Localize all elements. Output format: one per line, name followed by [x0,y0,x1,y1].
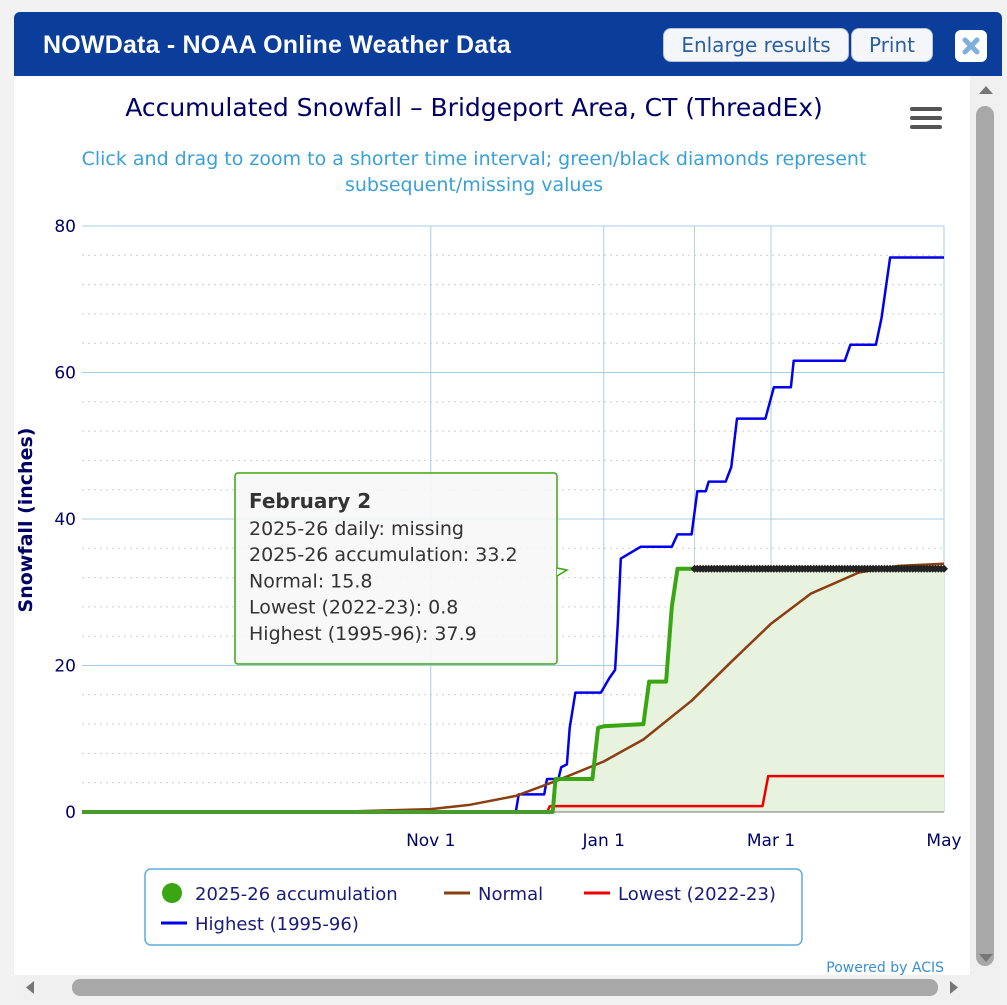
close-button[interactable] [955,30,987,62]
scroll-down-icon[interactable] [970,948,1002,968]
enlarge-results-button[interactable]: Enlarge results [663,28,849,62]
legend-label: Lowest (2022-23) [618,884,776,905]
legend-label: Normal [478,884,543,905]
x-tick-label: May [926,831,961,851]
app-title: NOWData - NOAA Online Weather Data [43,31,511,59]
scrollbar-corner [970,975,1002,1000]
horizontal-scroll-thumb[interactable] [72,979,938,996]
scroll-right-icon[interactable] [944,975,964,1000]
powered-by-acis-link[interactable]: Powered by ACIS [826,960,944,976]
x-axis-ticks: Nov 1 Jan 1 Mar 1 May [406,831,962,851]
tooltip: February 2 2025-26 daily: missing 2025-26… [234,472,570,665]
chart-subtitle-line-1: Click and drag to zoom to a shorter time… [82,148,867,170]
tooltip-line: Highest (1995-96): 37.9 [249,623,477,645]
snowfall-chart[interactable]: Accumulated Snowfall – Bridgeport Area, … [14,76,970,976]
y-axis-label: Snowfall (inches) [15,428,37,613]
y-axis-ticks: 0 20 40 60 80 [54,217,76,823]
y-tick-label: 80 [54,217,76,237]
area-2025-26-shading [82,568,944,812]
chart-title: Accumulated Snowfall – Bridgeport Area, … [125,93,823,122]
chart-panel: Accumulated Snowfall – Bridgeport Area, … [14,76,970,976]
legend-label: Highest (1995-96) [195,914,359,935]
missing-value-diamonds [690,564,948,573]
print-button[interactable]: Print [851,28,933,62]
tooltip-date: February 2 [249,489,371,513]
series-normal [81,562,945,814]
missing-value-diamond [940,564,948,573]
legend-marker [162,883,182,903]
vertical-scroll-thumb[interactable] [976,106,994,966]
series-2025-26-accumulation [82,566,695,814]
close-icon [962,37,980,55]
legend-label: 2025-26 accumulation [195,884,398,905]
y-tick-label: 20 [54,657,76,677]
tooltip-line: 2025-26 accumulation: 33.2 [249,544,518,566]
x-tick-label: Nov 1 [406,831,455,851]
tooltip-line: Normal: 15.8 [249,570,373,592]
x-tick-label: Mar 1 [747,831,795,851]
scroll-up-icon[interactable] [970,80,1002,100]
tooltip-line: 2025-26 daily: missing [249,518,464,540]
y-tick-label: 60 [54,364,76,384]
hamburger-menu-icon[interactable] [910,107,942,129]
y-tick-label: 0 [65,803,76,823]
series-highest-1995-96 [82,256,944,814]
x-tick-label: Jan 1 [582,831,625,851]
tooltip-line: Lowest (2022-23): 0.8 [249,597,458,619]
chart-subtitle-line-2: subsequent/missing values [345,174,603,196]
legend: 2025-26 accumulation Normal Lowest (2022-2… [144,868,803,946]
horizontal-scrollbar[interactable] [14,975,970,1000]
y-tick-label: 40 [54,510,76,530]
scroll-left-icon[interactable] [20,975,40,1000]
vertical-scrollbar[interactable] [970,76,1002,976]
